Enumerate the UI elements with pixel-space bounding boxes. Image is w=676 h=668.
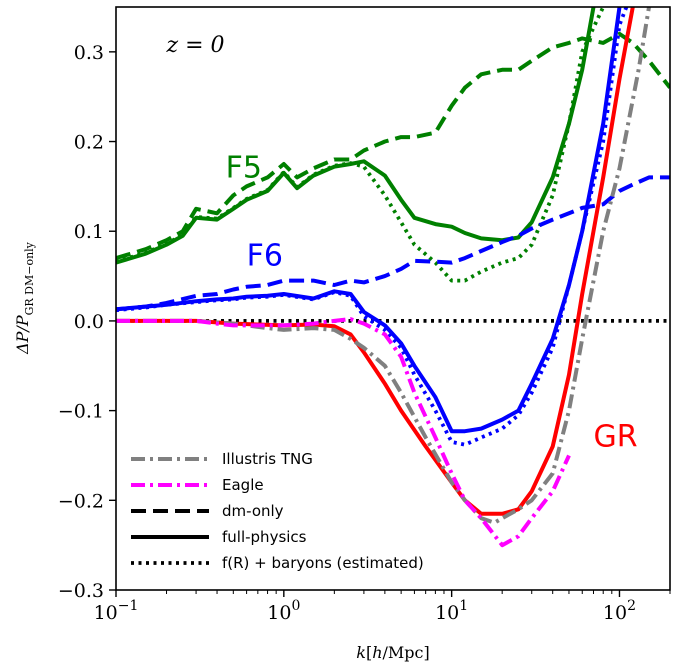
y-axis-label: ΔP/PGR DM−only <box>13 241 36 355</box>
annotation-3: GR <box>593 419 637 454</box>
legend-label-1: Eagle <box>222 476 264 494</box>
y-tick-label: 0.3 <box>74 42 104 64</box>
y-tick-label: −0.2 <box>58 490 104 512</box>
legend: Illustris TNG Eagle dm-only full-physics f(R… <box>131 450 424 572</box>
series-line-5 <box>116 7 622 434</box>
x-axis-ticks: 10−1 100 101 102 <box>94 590 671 624</box>
plot-background <box>116 7 670 590</box>
x-tick-label: 10−1 <box>94 598 139 624</box>
plot-frame <box>115 6 671 591</box>
series-line-8 <box>116 7 651 525</box>
x-tick-label: 101 <box>435 598 468 624</box>
series-line-4 <box>116 175 670 312</box>
annotation-0: z = 0 <box>166 33 225 58</box>
x-tick-label: 100 <box>267 598 300 624</box>
legend-label-3: full-physics <box>222 528 307 546</box>
y-tick-label: 0.1 <box>74 221 104 243</box>
x-tick-label: 102 <box>603 598 636 624</box>
y-tick-label: 0.0 <box>74 311 104 333</box>
annotation-2: F6 <box>247 238 283 273</box>
y-tick-label: −0.3 <box>58 580 104 602</box>
legend-label-4: f(R) + baryons (estimated) <box>222 554 424 572</box>
y-tick-label: −0.1 <box>58 401 104 423</box>
annotation-1: F5 <box>226 150 262 185</box>
y-tick-label: 0.2 <box>74 132 104 154</box>
legend-label-0: Illustris TNG <box>222 450 313 468</box>
legend-label-2: dm-only <box>222 502 284 520</box>
x-axis-label: k[h/Mpc] <box>356 643 429 662</box>
series-line-9 <box>116 317 571 548</box>
y-axis-ticks: −0.3 −0.2 −0.1 0.0 0.1 0.2 0.3 <box>58 42 116 602</box>
annotation-layer: z = 0 F5 F6 GR <box>166 33 638 455</box>
series-line-1 <box>116 31 670 261</box>
series-layer <box>116 7 670 548</box>
